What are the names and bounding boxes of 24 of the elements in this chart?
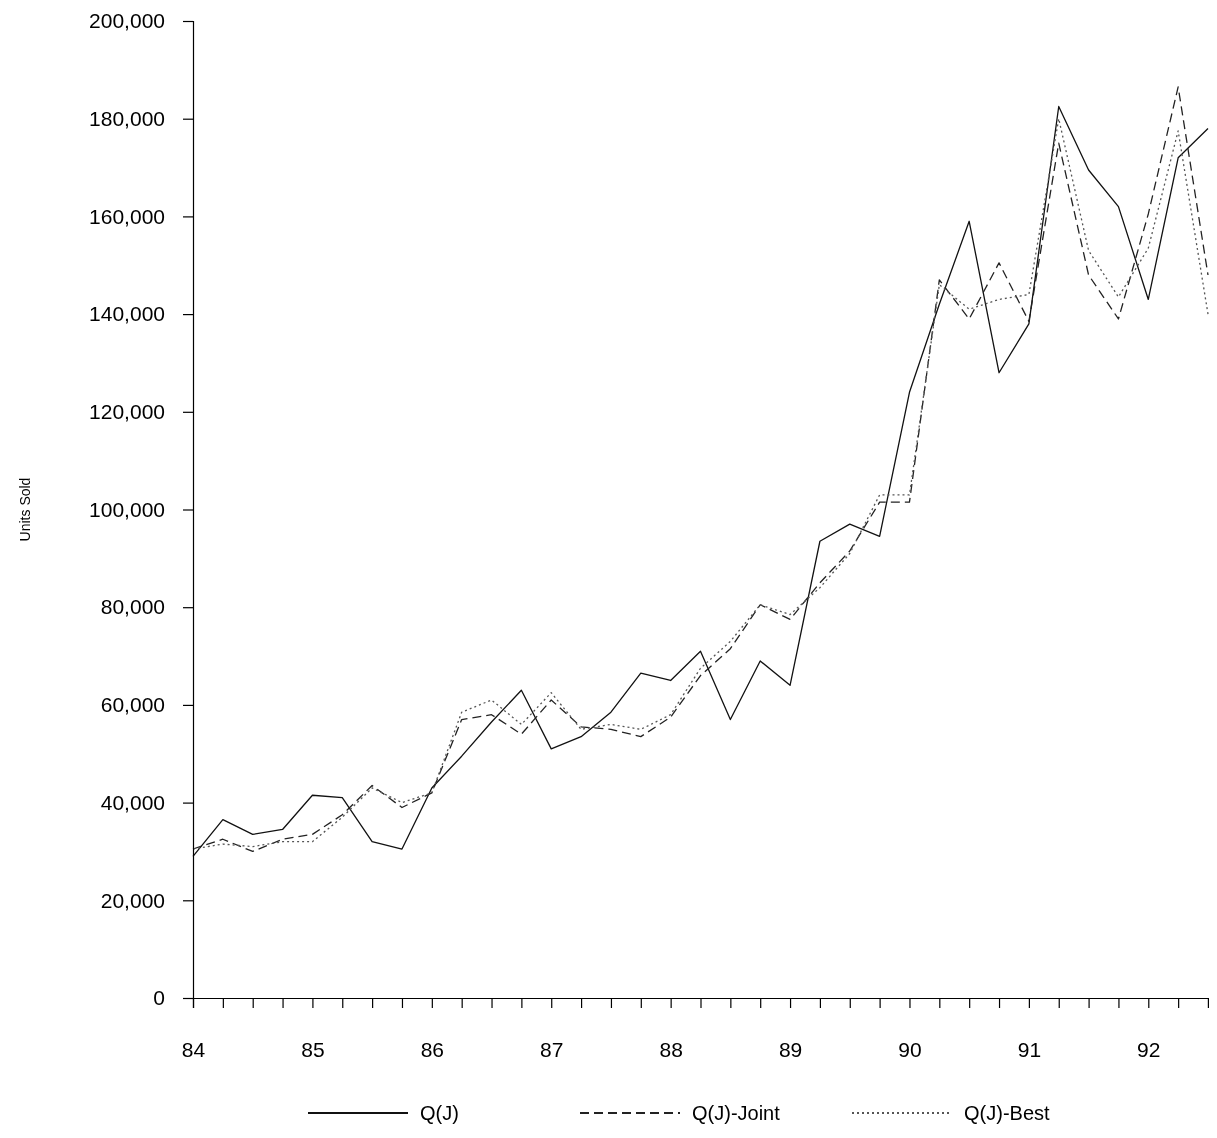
y-axis-title: Units Sold (17, 477, 33, 542)
y-tick-label: 140,000 (89, 302, 165, 326)
y-tick-label: 160,000 (89, 204, 165, 228)
y-tick-label: 180,000 (89, 106, 165, 130)
y-tick-label: 100,000 (89, 497, 165, 521)
legend-label: Q(J)-Best (964, 1102, 1050, 1124)
y-tick-label: 40,000 (100, 790, 165, 814)
x-tick-label: 92 (1137, 1037, 1161, 1061)
x-tick-label: 89 (778, 1037, 803, 1061)
y-tick-label: 200,000 (89, 9, 165, 33)
y-tick-label: 120,000 (89, 400, 165, 424)
x-tick-label: 90 (898, 1037, 922, 1061)
x-tick-label: 86 (420, 1037, 444, 1061)
y-tick-label: 20,000 (100, 888, 165, 912)
legend-label: Q(J)-Joint (692, 1102, 781, 1124)
y-tick-label: 60,000 (100, 693, 165, 717)
x-tick-label: 85 (301, 1037, 325, 1061)
x-tick-label: 87 (540, 1037, 564, 1061)
y-tick-label: 80,000 (100, 595, 165, 619)
x-tick-label: 88 (659, 1037, 683, 1061)
legend-label: Q(J) (420, 1102, 459, 1124)
x-tick-label: 84 (181, 1037, 206, 1061)
y-tick-label: 0 (153, 986, 165, 1010)
x-tick-label: 91 (1017, 1037, 1042, 1061)
